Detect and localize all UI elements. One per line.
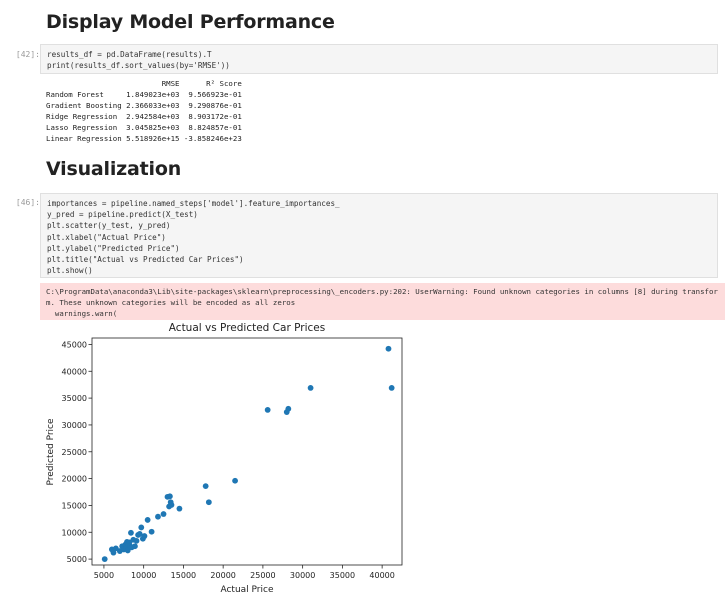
code-line[interactable]: plt.ylabel("Predicted Price") (47, 243, 180, 253)
scatter-point (307, 385, 314, 391)
x-axis-label: Actual Price (220, 585, 273, 595)
scatter-point (388, 385, 395, 391)
scatter-chart-svg: Actual vs Predicted Car Prices 5000 10000… (46, 322, 403, 595)
scatter-point (385, 345, 392, 352)
x-tick-label: 25000 (250, 571, 275, 580)
x-tick-label: 5000 (94, 571, 114, 580)
scatter-point (136, 530, 143, 537)
scatter-points (101, 345, 395, 562)
y-tick-label: 10000 (62, 528, 87, 537)
scatter-point (168, 501, 175, 508)
y-tick-label: 30000 (62, 421, 87, 430)
cell-prompt-46: [46]: (15, 198, 40, 207)
y-tick-label: 35000 (62, 394, 87, 403)
scatter-point (232, 477, 238, 484)
code-line[interactable]: print(results_df.sort_values(by='RMSE')) (47, 61, 230, 71)
scatter-point (128, 529, 134, 536)
section-heading-visualization: Visualization (46, 158, 182, 180)
stderr-line: warnings.warn( (46, 309, 118, 318)
stderr-line: C:\ProgramData\anaconda3\Lib\site-packag… (46, 287, 718, 296)
plot-area (91, 337, 403, 566)
scatter-point (264, 407, 271, 413)
scatter-point (285, 405, 292, 412)
chart-title: Actual vs Predicted Car Prices (169, 322, 325, 334)
code-line[interactable]: plt.title("Actual vs Predicted Car Price… (47, 255, 244, 265)
scatter-point (205, 499, 212, 506)
stderr-line: m. These unknown categories will be enco… (46, 298, 296, 307)
code-line[interactable]: y_pred = pipeline.predict(X_test) (47, 210, 198, 220)
x-tick-label: 20000 (210, 571, 235, 580)
scatter-point (124, 547, 131, 554)
scatter-point (155, 513, 161, 520)
scatter-point (101, 556, 108, 562)
scatter-point (160, 511, 167, 517)
code-cell-42[interactable]: results_df = pd.DataFrame(results).T pri… (40, 44, 718, 74)
scatter-point (202, 483, 209, 490)
scatter-point (176, 505, 183, 512)
y-tick-label: 45000 (62, 340, 87, 349)
code-line[interactable]: plt.show() (47, 266, 93, 276)
section-heading-performance: Display Model Performance (46, 11, 335, 33)
y-tick-label: 40000 (62, 367, 87, 376)
scatter-point (138, 524, 145, 531)
code-line[interactable]: importances = pipeline.named_steps['mode… (47, 199, 340, 208)
y-tick-label: 15000 (62, 501, 87, 510)
scatter-point (141, 533, 148, 539)
code-cell-46[interactable]: importances = pipeline.named_steps['mode… (40, 193, 718, 278)
y-axis: 5000 10000 15000 20000 25000 30000 35000 40000 4… (62, 340, 92, 564)
code-line[interactable]: plt.scatter(y_test, y_pred) (47, 221, 171, 231)
y-tick-label: 20000 (62, 475, 87, 484)
scatter-point (148, 528, 155, 535)
x-tick-label: 35000 (330, 571, 355, 580)
y-axis-label: Predicted Price (46, 418, 56, 486)
dataframe-output: RMSE R² Score Random Forest 1.849023e+03… (46, 79, 242, 143)
scatter-point (110, 549, 117, 556)
x-tick-label: 40000 (369, 571, 394, 580)
stderr-warning-output: C:\ProgramData\anaconda3\Lib\site-packag… (40, 283, 725, 320)
x-tick-label: 15000 (171, 571, 196, 580)
code-line[interactable]: results_df = pd.DataFrame(results).T (47, 50, 212, 59)
scatter-point (144, 517, 151, 523)
x-tick-label: 10000 (131, 571, 156, 580)
scatter-point (166, 493, 173, 500)
x-axis: 5000 10000 15000 20000 25000 30000 35000 40000 (94, 565, 395, 580)
y-tick-label: 5000 (67, 555, 87, 564)
scatter-point (132, 543, 138, 550)
x-tick-label: 30000 (290, 571, 315, 580)
scatter-chart: Actual vs Predicted Car Prices 5000 10000… (40, 318, 420, 603)
y-tick-label: 25000 (62, 448, 87, 457)
code-line[interactable]: plt.xlabel("Actual Price") (47, 232, 166, 242)
cell-prompt-42: [42]: (15, 50, 40, 59)
scatter-point (133, 537, 140, 544)
